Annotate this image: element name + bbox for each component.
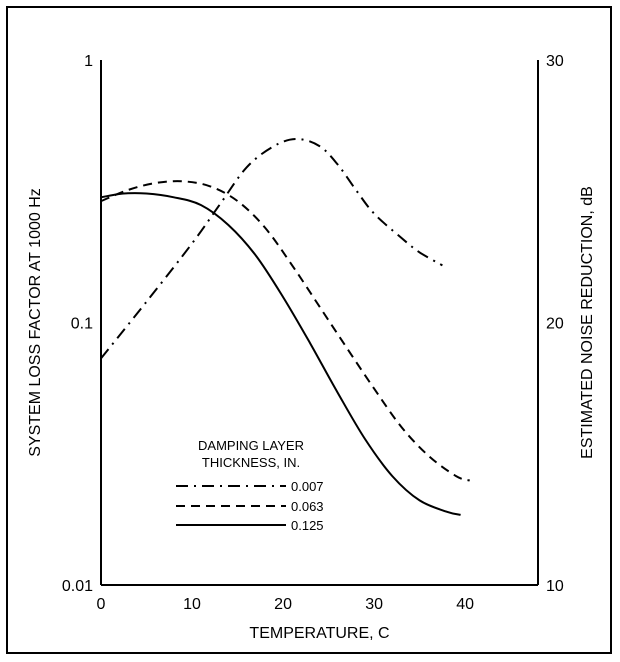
series-line-0-063	[100, 180, 470, 482]
y-tick-label: 0.01	[62, 578, 93, 595]
y2-tick-label: 20	[546, 316, 564, 333]
x-tick-label: 30	[365, 596, 383, 613]
legend-label: 0.125	[291, 518, 324, 533]
y2-axis-title: ESTIMATED NOISE REDUCTION, dB	[579, 186, 596, 459]
y-axis-title: SYSTEM LOSS FACTOR AT 1000 Hz	[27, 188, 44, 457]
y-tick-label: 1	[84, 53, 93, 70]
legend-label: 0.063	[291, 499, 324, 514]
legend-title-line1: DAMPING LAYER	[198, 438, 304, 453]
x-tick-label: 10	[183, 596, 201, 613]
series-line-0-007	[100, 137, 443, 360]
legend-title-line2: THICKNESS, IN.	[202, 455, 300, 470]
y-tick-label: 0.1	[71, 316, 93, 333]
series-layer	[100, 137, 470, 516]
x-axis-title: TEMPERATURE, C	[249, 625, 389, 642]
legend: DAMPING LAYER THICKNESS, IN. 0.007 0.063 0.1…	[176, 438, 324, 533]
x-tick-label: 20	[274, 596, 292, 613]
y2-tick-label: 30	[546, 53, 564, 70]
x-tick-label: 0	[97, 596, 106, 613]
legend-label: 0.007	[291, 479, 324, 494]
figure-frame: 0 10 20 30 40 0.01 0.1 1 10 20 30 TEMPERATURE, C SYS…	[6, 6, 612, 654]
chart: 0 10 20 30 40 0.01 0.1 1 10 20 30 TEMPERATURE, C SYS…	[27, 53, 596, 642]
x-tick-label: 40	[456, 596, 474, 613]
series-line-0-125	[100, 192, 461, 516]
axes: 0 10 20 30 40 0.01 0.1 1 10 20 30 TEMPERATURE, C SYS…	[27, 53, 596, 642]
y2-tick-label: 10	[546, 578, 564, 595]
